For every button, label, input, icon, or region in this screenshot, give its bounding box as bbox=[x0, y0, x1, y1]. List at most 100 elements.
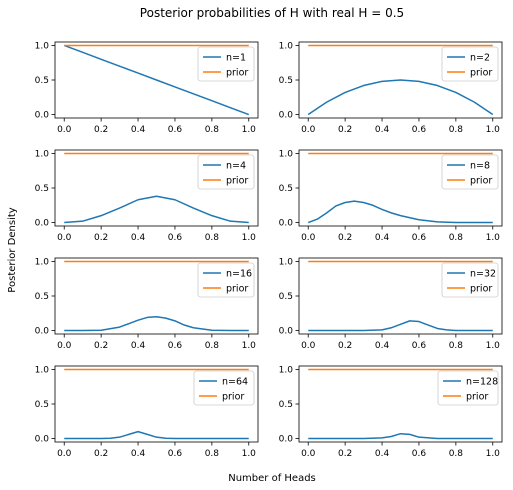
x-tick-label: 1.0 bbox=[242, 125, 257, 135]
posterior-line bbox=[64, 315, 249, 332]
x-tick-label: 0.8 bbox=[205, 125, 220, 135]
x-tick-label: 0.4 bbox=[375, 125, 390, 135]
y-tick-label: 0.0 bbox=[279, 435, 294, 445]
legend: n=4 prior bbox=[197, 154, 255, 190]
axes-frame bbox=[298, 149, 503, 227]
legend-label: n=32 bbox=[470, 269, 496, 280]
x-tick-label: 0.8 bbox=[449, 233, 464, 243]
x-tick-label: 0.6 bbox=[168, 233, 183, 243]
x-tick-label: 1.0 bbox=[486, 341, 501, 351]
y-tick-label: 0.0 bbox=[279, 219, 294, 229]
legend-label: prior bbox=[226, 284, 248, 295]
legend: n=32 prior bbox=[441, 262, 499, 298]
x-tick-label: 0.6 bbox=[168, 449, 183, 459]
x-tick-label: 0.0 bbox=[57, 341, 72, 351]
subplot-8: 0.0 0.2 0.4 0.6 0.8 1.0 0.0 0.5 1.0 n=128 prior bbox=[279, 365, 503, 459]
y-tick-label: 1.0 bbox=[279, 258, 294, 268]
x-tick-label: 0.8 bbox=[449, 449, 464, 459]
axes-frame bbox=[54, 365, 259, 443]
y-tick-label: 0.5 bbox=[279, 184, 293, 194]
x-tick-label: 0.4 bbox=[131, 449, 146, 459]
legend-label: n=1 bbox=[226, 53, 246, 64]
subplot-5: 0.0 0.2 0.4 0.6 0.8 1.0 0.0 0.5 1.0 n=16 prior bbox=[35, 257, 259, 351]
x-tick-label: 0.6 bbox=[168, 341, 183, 351]
x-tick-label: 0.8 bbox=[205, 449, 220, 459]
x-tick-label: 0.6 bbox=[412, 233, 427, 243]
subplot-4: 0.0 0.2 0.4 0.6 0.8 1.0 0.0 0.5 1.0 n=8 prior bbox=[279, 149, 503, 243]
y-tick-label: 0.0 bbox=[279, 327, 294, 337]
x-tick-label: 0.0 bbox=[57, 449, 72, 459]
x-tick-label: 0.0 bbox=[301, 125, 316, 135]
legend-label: n=8 bbox=[470, 161, 490, 172]
legend: n=8 prior bbox=[441, 154, 499, 190]
x-tick-label: 0.6 bbox=[412, 341, 427, 351]
axes-frame bbox=[298, 257, 503, 335]
posterior-line bbox=[64, 195, 249, 224]
posterior-line bbox=[64, 430, 249, 440]
x-tick-label: 0.2 bbox=[338, 233, 352, 243]
axes-frame bbox=[298, 41, 503, 119]
x-tick-label: 0.8 bbox=[205, 233, 220, 243]
x-tick-label: 0.0 bbox=[301, 233, 316, 243]
x-tick-label: 0.0 bbox=[301, 449, 316, 459]
x-tick-label: 0.6 bbox=[412, 449, 427, 459]
x-tick-label: 0.6 bbox=[412, 125, 427, 135]
x-tick-label: 0.2 bbox=[94, 341, 108, 351]
axes-frame bbox=[54, 257, 259, 335]
x-tick-label: 1.0 bbox=[242, 449, 257, 459]
x-tick-label: 0.2 bbox=[338, 125, 352, 135]
legend-label: prior bbox=[470, 176, 492, 187]
legend-label: prior bbox=[222, 392, 244, 403]
y-tick-label: 0.0 bbox=[35, 111, 50, 121]
x-tick-label: 0.0 bbox=[57, 233, 72, 243]
x-tick-label: 0.4 bbox=[131, 125, 146, 135]
legend-label: n=128 bbox=[466, 377, 498, 388]
legend: n=1 prior bbox=[197, 46, 255, 82]
legend-label: prior bbox=[226, 68, 248, 79]
y-tick-label: 0.0 bbox=[35, 219, 50, 229]
x-tick-label: 0.6 bbox=[168, 125, 183, 135]
y-tick-label: 0.0 bbox=[35, 435, 50, 445]
figure-title: Posterior probabilities of H with real H… bbox=[140, 6, 404, 20]
x-tick-label: 0.8 bbox=[449, 125, 464, 135]
posterior-line bbox=[308, 432, 493, 440]
posterior-line bbox=[307, 79, 494, 116]
legend: n=2 prior bbox=[441, 46, 499, 82]
y-tick-label: 0.5 bbox=[35, 76, 49, 86]
axes-frame bbox=[54, 41, 259, 119]
x-tick-label: 1.0 bbox=[242, 341, 257, 351]
legend-label: n=4 bbox=[226, 161, 246, 172]
x-tick-label: 0.4 bbox=[375, 341, 390, 351]
axes-frame bbox=[298, 365, 503, 443]
x-tick-label: 0.4 bbox=[131, 233, 146, 243]
x-tick-label: 0.8 bbox=[205, 341, 220, 351]
subplot-1: 0.0 0.2 0.4 0.6 0.8 1.0 0.0 0.5 1.0 n=1 prior bbox=[35, 41, 259, 135]
x-tick-label: 0.0 bbox=[57, 125, 72, 135]
x-tick-label: 0.4 bbox=[131, 341, 146, 351]
y-tick-label: 1.0 bbox=[279, 366, 294, 376]
x-tick-label: 0.2 bbox=[94, 125, 108, 135]
posterior-line bbox=[307, 200, 493, 224]
y-tick-label: 1.0 bbox=[35, 366, 50, 376]
legend-label: prior bbox=[470, 68, 492, 79]
y-tick-label: 0.0 bbox=[279, 111, 294, 121]
x-tick-label: 0.4 bbox=[375, 233, 390, 243]
legend: n=64 prior bbox=[193, 370, 255, 406]
x-tick-label: 1.0 bbox=[486, 449, 501, 459]
legend-label: prior bbox=[226, 176, 248, 187]
y-tick-label: 1.0 bbox=[279, 42, 294, 52]
y-tick-label: 0.5 bbox=[35, 400, 49, 410]
x-tick-label: 0.2 bbox=[94, 449, 108, 459]
axes-frame bbox=[54, 149, 259, 227]
posterior-line bbox=[63, 44, 250, 116]
x-tick-label: 1.0 bbox=[486, 233, 501, 243]
x-tick-label: 1.0 bbox=[486, 125, 501, 135]
legend: n=128 prior bbox=[437, 370, 499, 406]
x-tick-label: 0.2 bbox=[94, 233, 108, 243]
posterior-line bbox=[308, 320, 493, 332]
x-tick-label: 0.4 bbox=[375, 449, 390, 459]
legend-label: prior bbox=[470, 284, 492, 295]
x-tick-label: 1.0 bbox=[242, 233, 257, 243]
y-tick-label: 0.5 bbox=[279, 292, 293, 302]
